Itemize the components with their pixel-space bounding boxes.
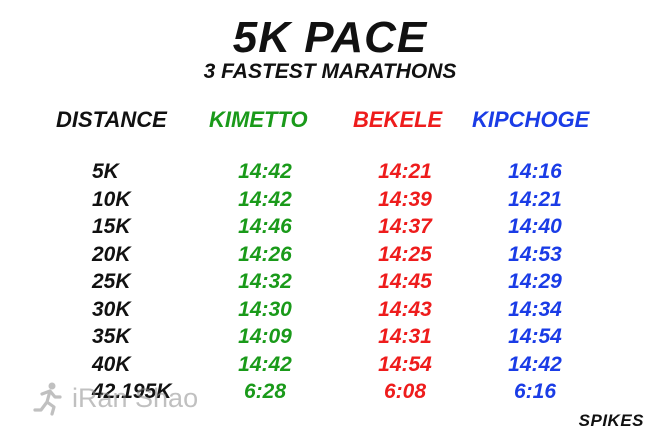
- kipchoge-split-cell: 14:16: [508, 160, 562, 183]
- kipchoge-split-cell: 14:53: [508, 242, 562, 266]
- bekele-split-cell: 14:54: [378, 352, 432, 376]
- distance-cell: 25K: [92, 270, 131, 293]
- page-title: 5K PACE: [232, 13, 428, 62]
- distance-column: 5K 10K 15K 20K 25K 30K 35K 40K 42.195K: [92, 158, 182, 406]
- distance-cell: 20K: [92, 242, 131, 266]
- kipchoge-split-cell: 14:21: [508, 187, 562, 211]
- header-kipchoge: KIPCHOGE: [472, 107, 590, 132]
- kimetto-split-cell: 14:42: [238, 352, 292, 376]
- header-distance: DISTANCE: [56, 107, 167, 132]
- bekele-split-cell: 14:45: [378, 270, 432, 293]
- kimetto-split-cell: 14:46: [238, 215, 292, 238]
- bekele-split-cell: 14:39: [378, 187, 432, 211]
- distance-cell: 15K: [92, 215, 131, 238]
- kimetto-split-cell: 14:42: [238, 187, 292, 211]
- brand-logo: SPIKES: [578, 411, 644, 430]
- distance-cell: 42.195K: [92, 380, 172, 403]
- kipchoge-split-cell: 14:42: [508, 352, 562, 376]
- kimetto-split-cell: 14:32: [238, 270, 292, 293]
- distance-cell: 10K: [92, 187, 131, 211]
- kipchoge-split-cell: 14:29: [508, 270, 562, 293]
- kimetto-column: 14:42 14:42 14:46 14:26 14:32 14:30 14:09 14:42…: [205, 158, 325, 406]
- distance-cell: 30K: [92, 297, 131, 321]
- header-kimetto: KIMETTO: [209, 107, 308, 132]
- bekele-split-cell: 14:31: [378, 325, 432, 348]
- kipchoge-split-cell: 14:54: [508, 325, 562, 348]
- bekele-split-cell: 14:43: [378, 297, 432, 321]
- kimetto-split-cell: 14:26: [238, 242, 292, 266]
- kipchoge-column: 14:16 14:21 14:40 14:53 14:29 14:34 14:54 14:42…: [475, 158, 595, 406]
- kimetto-split-cell: 14:30: [238, 297, 292, 321]
- kimetto-split-cell: 14:42: [238, 160, 292, 183]
- distance-cell: 40K: [92, 352, 131, 376]
- bekele-column: 14:21 14:39 14:37 14:25 14:45 14:43 14:31 14:54…: [345, 158, 465, 406]
- page-subtitle: 3 FASTEST MARATHONS: [203, 60, 457, 83]
- kipchoge-split-cell: 6:16: [513, 380, 557, 403]
- runner-logo-icon: [33, 382, 62, 416]
- bekele-split-cell: 14:25: [378, 242, 432, 266]
- bekele-split-cell: 14:37: [378, 215, 432, 238]
- kipchoge-split-cell: 14:34: [508, 297, 562, 321]
- watermark-text: iRan Shao: [72, 382, 199, 413]
- bekele-split-cell: 14:21: [378, 160, 432, 183]
- kipchoge-split-cell: 14:40: [508, 215, 562, 238]
- watermark: iRan Shao: [30, 378, 198, 418]
- bekele-split-cell: 6:08: [383, 380, 427, 403]
- header-bekele: BEKELE: [353, 107, 443, 132]
- kimetto-split-cell: 14:09: [238, 325, 292, 348]
- distance-cell: 5K: [92, 160, 119, 183]
- kimetto-split-cell: 6:28: [243, 380, 287, 403]
- distance-cell: 35K: [92, 325, 131, 348]
